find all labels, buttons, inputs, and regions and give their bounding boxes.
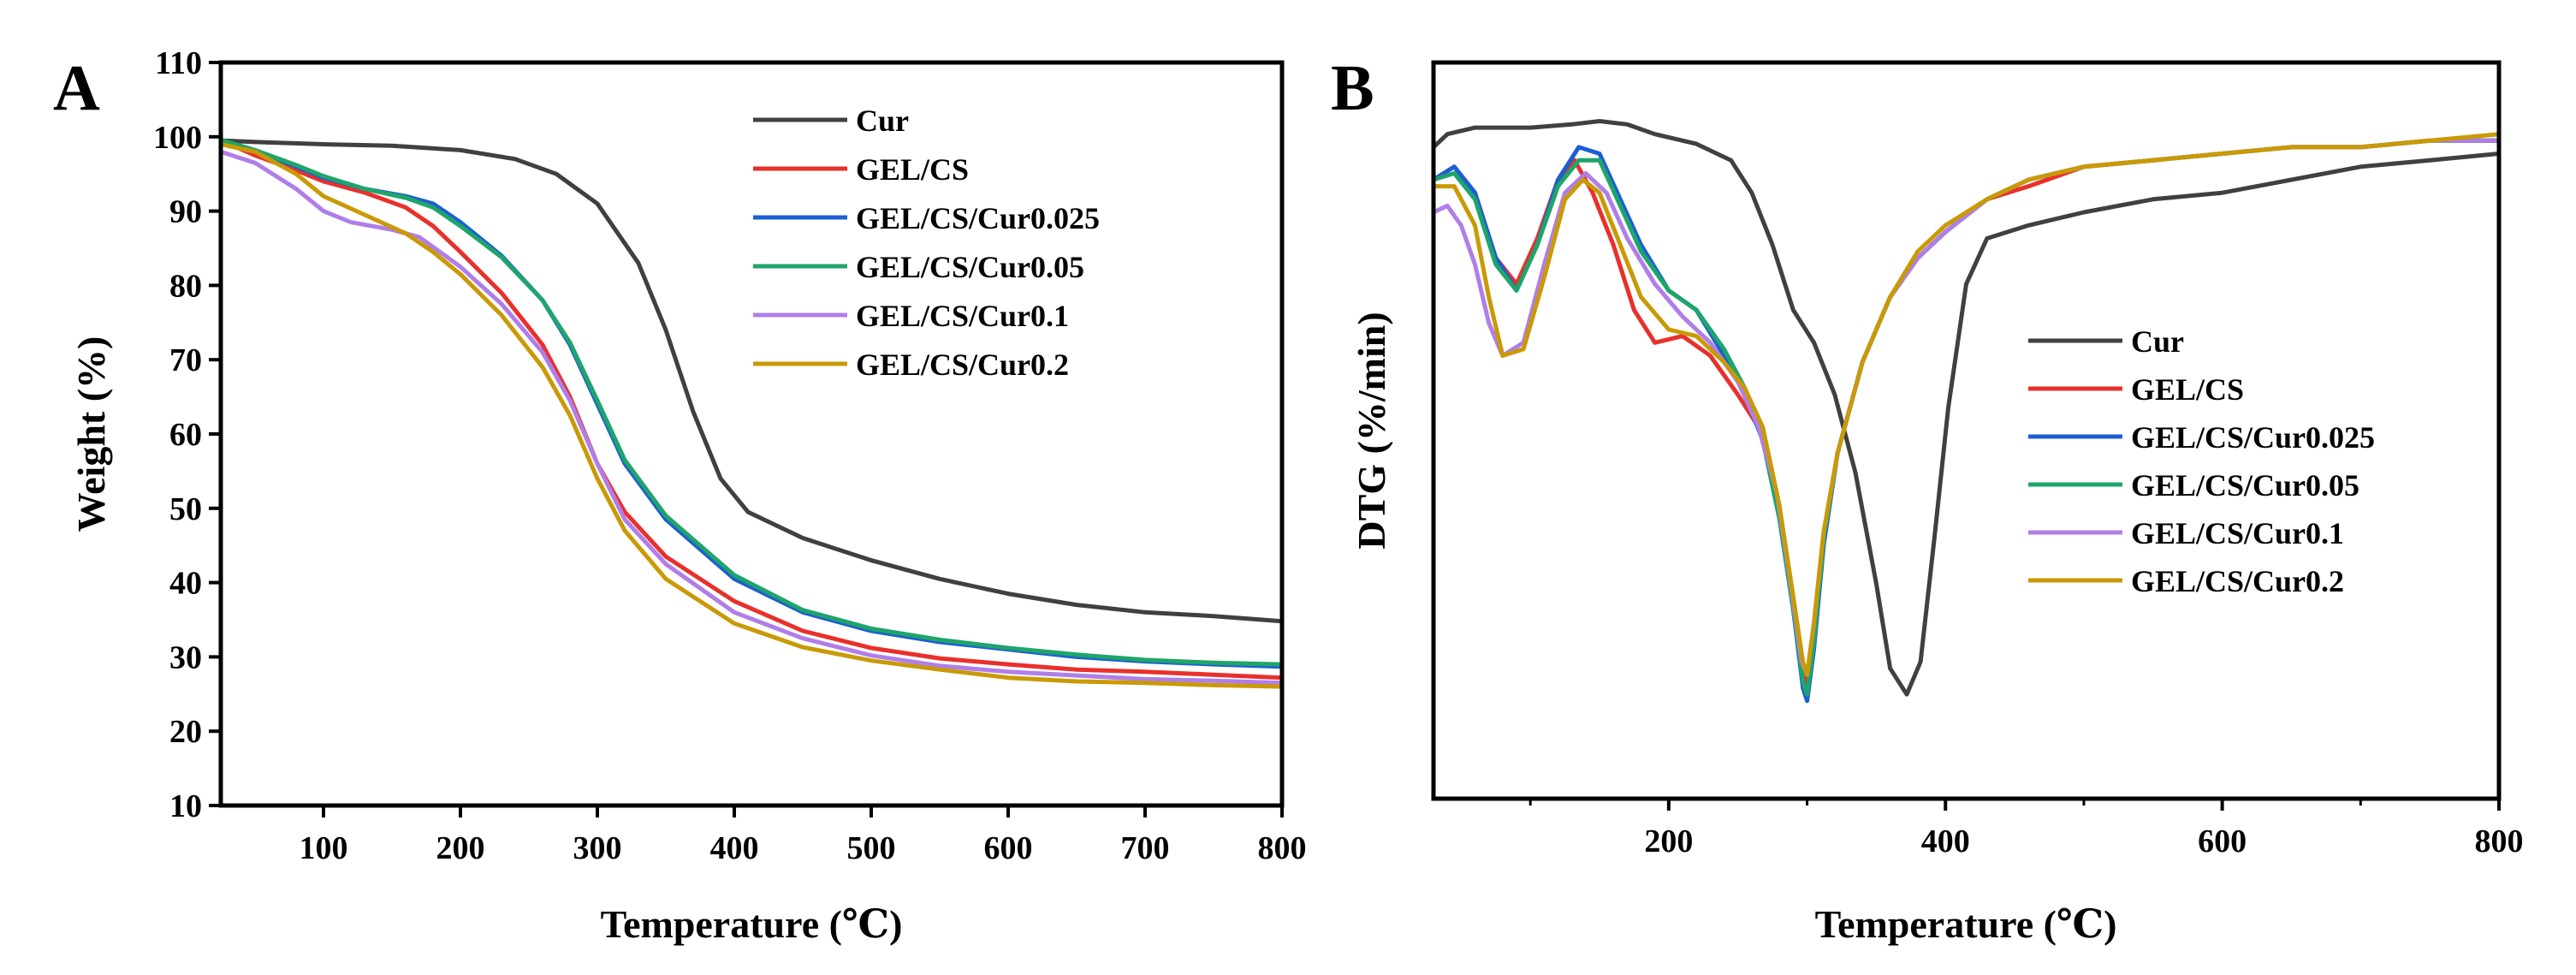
panel-b-series-cur [1431,119,2502,697]
panel-a-x-tick-label: 200 [436,830,485,866]
panel-a-plot-frame [218,60,1285,808]
panel-b-ticks: 200 400 600 800 [1528,799,2524,859]
panel-a-series-gel-cs-cur0-2 [218,142,1285,689]
panel-a-y-tick-label: 30 [169,639,202,675]
panel-a-legend-label-gel-cs: GEL/CS [856,152,969,187]
panel-a-x-tick-label: 800 [1258,830,1307,866]
panel-b-legend-label-cur: Cur [2131,324,2184,359]
panel-a-letter: A [53,52,100,124]
panel-a-y-tick-label: 100 [153,120,202,156]
panel-a-x-tick-label: 600 [984,830,1033,866]
panel-a-x-tick-label: 400 [710,830,759,866]
panel-b-plot-frame [1431,60,2502,801]
panel-b-x-axis-title: Temperature (℃) [1815,902,2117,946]
panel-b-x-tick-label: 200 [1644,823,1693,859]
panel-a-legend-label-gel-cs-cur0-025: GEL/CS/Cur0.025 [856,201,1100,235]
panel-a-series-lines [218,137,1285,689]
panel-b-series-gel-cs [1431,138,2502,691]
panel-a: A 100 200 300 400 500 600 700 800 10 20 30 40 50 60 70… [53,45,1307,946]
panel-b-series-lines [1431,119,2502,704]
panel-a-y-tick-label: 90 [169,194,202,230]
panel-a-y-tick-label: 70 [169,342,202,378]
panel-a-y-axis-title: Weight (%) [69,336,113,532]
panel-b-legend-label-gel-cs: GEL/CS [2131,372,2244,407]
panel-a-legend: Cur GEL/CS GEL/CS/Cur0.025 GEL/CS/Cur0.05 GE… [753,104,1100,382]
panel-a-x-tick-label: 700 [1121,830,1170,866]
panel-a-x-axis-title: Temperature (℃) [601,902,903,946]
panel-a-x-tick-label: 500 [847,830,896,866]
panel-a-y-tick-label: 20 [169,714,202,750]
panel-a-x-tick-label: 100 [300,830,348,866]
panel-a-ticks: 100 200 300 400 500 600 700 800 10 20 30 40 50 60 70 80… [153,45,1307,866]
panel-a-y-tick-label: 110 [155,45,202,81]
panel-a-y-tick-label: 40 [169,566,202,602]
panel-b-series-gel-cs-cur0-05 [1431,138,2502,697]
panel-b-legend-label-gel-cs-cur0-025: GEL/CS/Cur0.025 [2131,420,2375,455]
panel-b-legend-label-gel-cs-cur0-2: GEL/CS/Cur0.2 [2131,564,2344,598]
panel-b-y-axis-title: DTG (%/min) [1350,312,1393,549]
panel-b-legend-label-gel-cs-cur0-1: GEL/CS/Cur0.1 [2131,516,2344,550]
panel-a-series-gel-cs-cur0-05 [218,137,1285,667]
panel-b: B 200 400 600 800 Temperature (℃) DTG (%/mi… [1331,52,2524,946]
panel-a-legend-label-gel-cs-cur0-2: GEL/CS/Cur0.2 [856,348,1069,382]
panel-a-y-tick-label: 50 [169,491,202,527]
panel-a-series-cur [218,138,1285,624]
panel-a-series-gel-cs-cur0-025 [218,138,1285,669]
panel-a-legend-label-gel-cs-cur0-1: GEL/CS/Cur0.1 [856,299,1069,333]
panel-a-series-gel-cs-cur0-1 [218,149,1285,686]
panel-b-x-tick-label: 800 [2475,823,2524,859]
panel-a-y-tick-label: 10 [169,788,202,824]
panel-a-y-tick-label: 80 [169,268,202,304]
panel-b-x-tick-label: 400 [1921,823,1970,859]
panel-b-x-tick-label: 600 [2198,823,2247,859]
panel-b-legend-label-gel-cs-cur0-05: GEL/CS/Cur0.05 [2131,468,2359,502]
panel-a-x-tick-label: 300 [573,830,622,866]
panel-a-legend-label-gel-cs-cur0-05: GEL/CS/Cur0.05 [856,250,1084,284]
panel-a-legend-label-cur: Cur [856,104,909,138]
panel-b-legend: Cur GEL/CS GEL/CS/Cur0.025 GEL/CS/Cur0.05 GE… [2028,324,2375,598]
panel-a-y-tick-label: 60 [169,417,202,453]
panel-b-series-gel-cs-cur0-2 [1431,132,2502,677]
panel-b-letter: B [1331,52,1374,124]
